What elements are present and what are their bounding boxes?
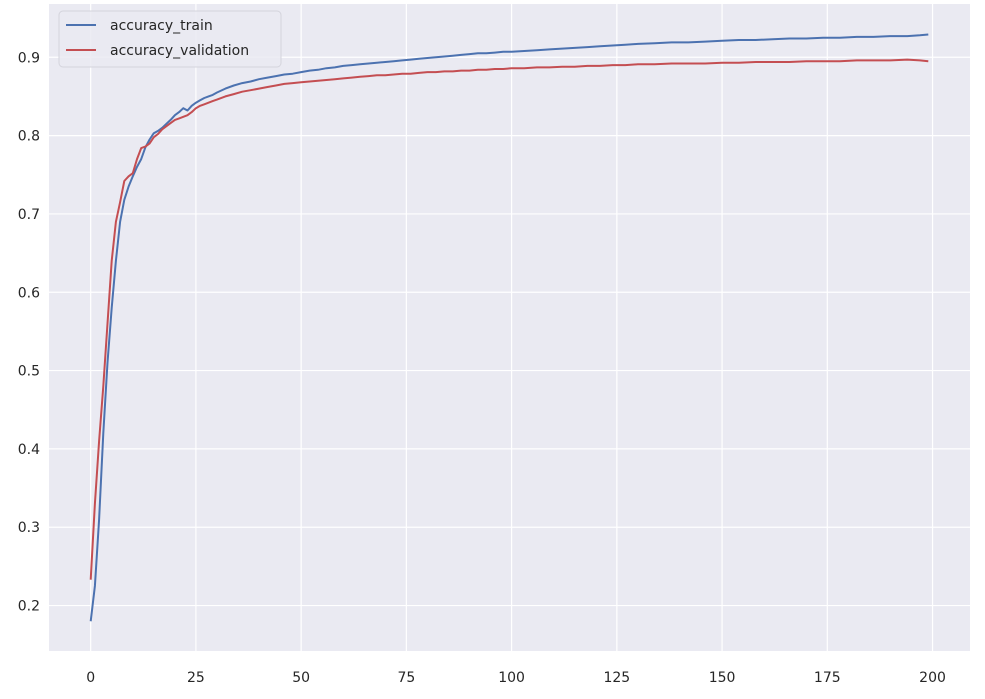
x-tick-label: 50 (292, 670, 310, 686)
y-tick-label: 0.5 (18, 364, 40, 380)
x-tick-labels: 0 25 50 75 100 125 150 175 200 (86, 670, 946, 686)
x-tick-label: 125 (603, 670, 630, 686)
y-tick-labels: 0.2 0.3 0.4 0.5 0.6 0.7 0.8 0.9 (18, 50, 40, 614)
x-tick-label: 100 (498, 670, 525, 686)
y-tick-label: 0.8 (18, 129, 40, 145)
y-tick-label: 0.9 (18, 50, 40, 66)
series-line-accuracy-validation (89, 58, 929, 580)
legend-label-accuracy-train: accuracy_train (110, 18, 213, 34)
x-tick-label: 25 (187, 670, 205, 686)
y-tick-label: 0.3 (18, 520, 40, 536)
grid-lines (49, 4, 970, 651)
x-tick-label: 0 (86, 670, 95, 686)
series-line-accuracy-train (89, 33, 929, 622)
x-tick-label: 200 (919, 670, 946, 686)
plot-background (49, 4, 970, 651)
legend: accuracy_train accuracy_validation (58, 10, 282, 68)
y-tick-label: 0.6 (18, 285, 40, 301)
y-tick-label: 0.2 (18, 599, 40, 615)
x-tick-label: 175 (814, 670, 841, 686)
x-tick-label: 150 (709, 670, 736, 686)
legend-box (58, 10, 282, 68)
legend-label-accuracy-validation: accuracy_validation (110, 43, 249, 59)
x-tick-label: 75 (397, 670, 415, 686)
series-lines (89, 33, 929, 622)
y-tick-label: 0.4 (18, 442, 40, 458)
y-tick-label: 0.7 (18, 207, 40, 223)
